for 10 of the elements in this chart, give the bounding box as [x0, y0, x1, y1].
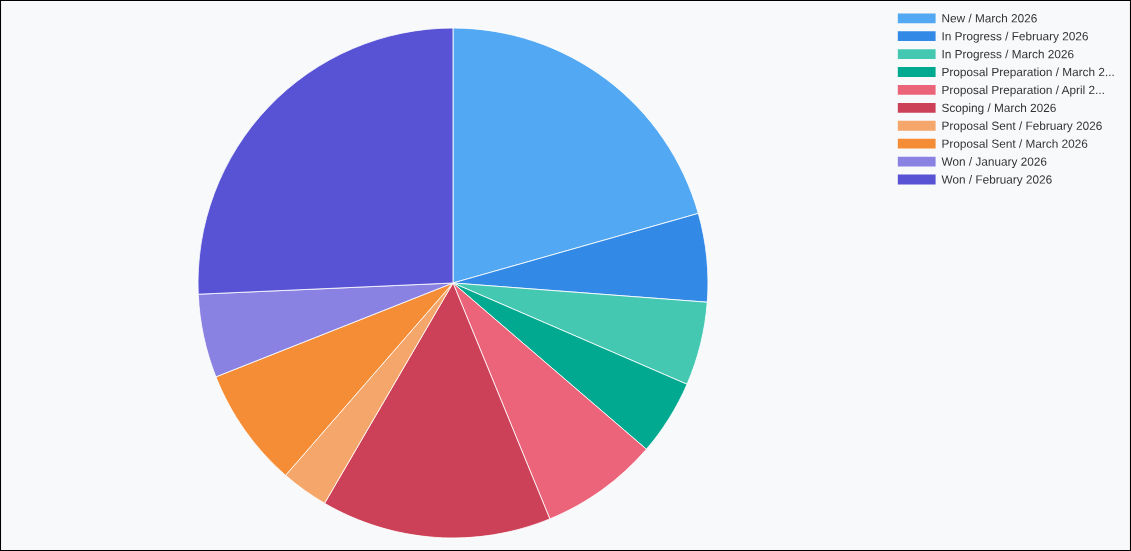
- legend-label: In Progress / March 2026: [942, 49, 1074, 61]
- legend-label: In Progress / February 2026: [942, 31, 1088, 43]
- legend-label: Won / January 2026: [941, 157, 1047, 169]
- legend-label: Proposal Preparation / April 2...: [942, 85, 1104, 97]
- legend-label: Proposal Sent / February 2026: [942, 121, 1102, 133]
- legend-label: Scoping / March 2026: [942, 103, 1056, 115]
- legend-label: New / March 2026: [942, 13, 1037, 23]
- legend-label: Proposal Sent / March 2026: [942, 139, 1088, 151]
- legend-label: Proposal Preparation / March 2...: [942, 67, 1114, 79]
- legend-label: Won / February 2026: [941, 175, 1052, 187]
